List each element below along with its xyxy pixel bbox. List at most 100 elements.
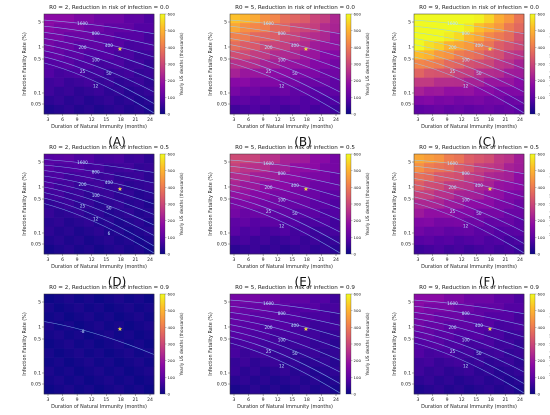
heatmap-cell <box>424 86 435 97</box>
heatmap-cell <box>290 312 301 322</box>
y-tick-label: 1 <box>224 45 227 51</box>
x-tick-label: 12 <box>459 397 465 403</box>
heatmap-cell <box>114 172 125 182</box>
heatmap-cell <box>494 59 505 69</box>
heatmap-cell <box>94 244 105 255</box>
contour-label: 12 <box>463 224 469 229</box>
heatmap-cell <box>504 303 515 313</box>
heatmap-cell <box>504 226 515 237</box>
heatmap-cell <box>74 312 85 322</box>
x-tick-label: 15 <box>289 117 295 123</box>
heatmap-cell <box>280 181 291 191</box>
heatmap-cell <box>260 50 271 60</box>
heatmap-cell <box>134 226 145 237</box>
contour-line <box>43 56 155 104</box>
heatmap-cell <box>280 163 291 173</box>
heatmap-cell <box>300 330 311 340</box>
heatmap-cell <box>290 321 301 331</box>
heatmap-cell <box>504 14 515 24</box>
heatmap-cell <box>250 330 261 340</box>
heatmap-cell <box>474 330 485 340</box>
heatmap-cell <box>280 77 291 88</box>
heatmap-cell <box>144 226 155 237</box>
heatmap-cell <box>434 366 445 377</box>
heatmap-cell <box>230 366 241 377</box>
heatmap-cell <box>434 68 445 78</box>
heatmap-cell <box>54 321 65 331</box>
heatmap-cell <box>260 312 271 322</box>
heatmap-cell <box>64 339 75 349</box>
marker-star: ★ <box>487 186 492 193</box>
heatmap-cell <box>250 77 261 88</box>
heatmap-cell <box>454 190 465 200</box>
heatmap-cell <box>230 181 241 191</box>
heatmap-cell <box>484 154 495 164</box>
heatmap-cell <box>280 217 291 228</box>
heatmap-cell <box>434 357 445 368</box>
heatmap-cell <box>144 86 155 97</box>
heatmap-cell <box>54 226 65 237</box>
x-tick-label: 18 <box>488 257 494 263</box>
contour-label: 1600 <box>77 160 88 165</box>
heatmap-cell <box>260 321 271 331</box>
heatmap-cell <box>84 181 95 191</box>
x-tick-label: 6 <box>247 117 250 123</box>
colorbar-label: Yearly US deaths (thousands) <box>365 172 371 236</box>
heatmap-cell <box>54 330 65 340</box>
x-tick-label: 18 <box>304 257 310 263</box>
heatmap-cell <box>280 50 291 60</box>
contour-label: 12 <box>463 364 469 369</box>
heatmap-cell <box>84 199 95 209</box>
heatmap-cell <box>280 172 291 182</box>
heatmap-cell <box>474 208 485 218</box>
heatmap-cell <box>280 330 291 340</box>
heatmap-cell <box>124 375 135 386</box>
y-tick-label: 0.5 <box>220 337 227 343</box>
heatmap-cell <box>484 348 495 358</box>
heatmap-cell <box>484 217 495 228</box>
heatmap-cell <box>414 208 425 218</box>
heatmap-cells <box>44 14 155 115</box>
heatmap-cell <box>444 163 455 173</box>
heatmap-cell <box>280 357 291 368</box>
heatmap-cell <box>104 32 115 42</box>
heatmap-cell <box>504 181 515 191</box>
contour-label: 200 <box>265 325 273 330</box>
heatmap-cell <box>260 348 271 358</box>
heatmap-cell <box>270 86 281 97</box>
heatmap-cell <box>280 375 291 386</box>
heatmap-cell <box>114 330 125 340</box>
heatmap-cell <box>310 199 321 209</box>
contour-line <box>413 56 525 104</box>
heatmap-cell <box>484 23 495 33</box>
contour-line <box>229 19 341 34</box>
heatmap-cell <box>330 190 341 200</box>
heatmap-cell <box>124 154 135 164</box>
x-tick-label: 18 <box>488 397 494 403</box>
heatmap-cell <box>484 330 495 340</box>
heatmap-cell <box>124 68 135 78</box>
y-tick-label: 1 <box>38 185 41 191</box>
heatmap-cell <box>464 217 475 228</box>
heatmap-cell <box>464 339 475 349</box>
heatmap-cell <box>290 217 301 228</box>
heatmap-cell <box>64 208 75 218</box>
heatmap-cell <box>240 199 251 209</box>
heatmap-cell <box>444 190 455 200</box>
heatmap-cell <box>134 348 145 358</box>
heatmap-cell <box>330 199 341 209</box>
heatmap-cell <box>320 68 331 78</box>
heatmap-cell <box>474 104 485 115</box>
heatmap-cell <box>124 59 135 69</box>
heatmap-cells <box>230 14 341 115</box>
contour-lines: 1600 800 400 200 100 50 25 12 <box>43 19 155 114</box>
heatmap-cell <box>290 95 301 106</box>
heatmap-cell <box>300 41 311 51</box>
heatmap-cell <box>464 375 475 386</box>
heatmap-cell <box>454 303 465 313</box>
heatmap-cell <box>494 339 505 349</box>
contour-line <box>43 170 155 194</box>
heatmap-cell <box>104 226 115 237</box>
heatmap-cells <box>414 154 525 255</box>
contour-line <box>413 50 525 93</box>
